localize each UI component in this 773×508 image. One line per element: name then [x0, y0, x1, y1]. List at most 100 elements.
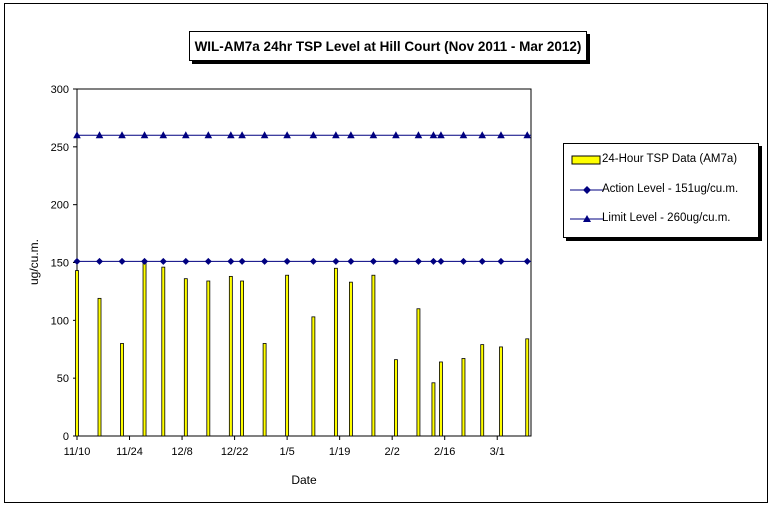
action-level-marker [332, 257, 340, 265]
action-level-marker [309, 257, 317, 265]
limit-level-marker [497, 131, 505, 139]
y-tick-label: 250 [51, 142, 69, 154]
tsp-bar [228, 275, 233, 437]
plot-area [76, 88, 532, 437]
legend-label-tsp: 24-Hour TSP Data (AM7a) [602, 153, 738, 165]
action-level-marker [204, 257, 212, 265]
legend: 24-Hour TSP Data (AM7a) Action Level - 1… [563, 143, 759, 238]
x-tick-label: 11/24 [116, 446, 143, 458]
chart-title-text: WIL-AM7a 24hr TSP Level at Hill Court (N… [194, 38, 582, 54]
action-level-marker [392, 257, 400, 265]
y-tick-label: 150 [51, 258, 69, 270]
legend-item-limit: Limit Level - 260ug/cu.m. [564, 211, 758, 227]
limit-level-marker [283, 131, 291, 139]
tsp-bar [142, 262, 147, 437]
x-axis-title: Date [291, 473, 317, 487]
limit-level-marker [159, 131, 168, 139]
limit-level-marker [204, 131, 213, 139]
x-tick-label: 1/5 [279, 446, 294, 458]
x-tick-label: 2/2 [385, 446, 400, 458]
limit-level-marker [95, 131, 104, 139]
action-level-marker [283, 257, 291, 265]
limit-level-marker [238, 131, 246, 139]
tsp-bar [97, 297, 102, 437]
y-tick-label: 100 [51, 315, 69, 327]
action-level-marker [414, 257, 422, 265]
tsp-bar [262, 343, 267, 437]
action-level-marker [459, 257, 467, 265]
tsp-bar [431, 382, 436, 437]
x-tick-label: 11/10 [64, 446, 91, 458]
tsp-bar [161, 266, 166, 437]
limit-level-marker [182, 131, 190, 139]
tsp-bar [183, 278, 188, 437]
tsp-bar [311, 316, 316, 437]
legend-swatch-triangle [570, 215, 604, 222]
limit-level-marker [227, 131, 235, 139]
limit-level-marker [347, 131, 355, 139]
action-level-marker [347, 257, 355, 265]
limit-level-marker [459, 131, 468, 139]
action-level-marker [478, 257, 486, 265]
tsp-bar [240, 280, 244, 437]
x-tick-label: 1/19 [329, 446, 350, 458]
y-axis-title: ug/cu.m. [27, 239, 41, 285]
limit-level-marker [523, 131, 532, 139]
action-level-marker [73, 257, 81, 265]
tsp-bar [285, 274, 290, 437]
chart-title: WIL-AM7a 24hr TSP Level at Hill Court (N… [189, 31, 587, 61]
legend-item-tsp: 24-Hour TSP Data (AM7a) [564, 152, 758, 168]
legend-item-action: Action Level - 151ug/cu.m. [564, 182, 758, 198]
limit-level-marker [332, 131, 340, 139]
limit-level-marker [309, 131, 318, 139]
tsp-bar [461, 358, 466, 437]
action-level-marker [141, 257, 149, 265]
action-level-marker [159, 257, 167, 265]
limit-level-marker [118, 131, 126, 139]
y-tick-label: 0 [63, 431, 69, 443]
action-level-marker [118, 257, 126, 265]
action-level-marker [238, 257, 246, 265]
tsp-bar [120, 343, 124, 437]
tsp-bar [525, 338, 530, 437]
action-level-marker [429, 257, 437, 265]
tsp-bar [480, 344, 485, 437]
tsp-bar [75, 270, 79, 437]
tsp-bar [206, 280, 211, 437]
action-level-marker [227, 257, 235, 265]
tsp-bar [333, 267, 338, 437]
action-level-marker [497, 257, 505, 265]
tsp-bar [439, 361, 443, 437]
tsp-bar [499, 346, 503, 437]
limit-level-marker [437, 131, 445, 139]
action-level-marker [261, 257, 269, 265]
action-level-marker [437, 257, 445, 265]
limit-level-marker [73, 131, 81, 139]
legend-swatch-diamond [570, 186, 604, 194]
action-level-marker [523, 257, 531, 265]
action-level-marker [96, 257, 104, 265]
limit-level-marker [260, 131, 269, 139]
legend-label-limit: Limit Level - 260ug/cu.m. [602, 212, 731, 224]
tsp-bar [416, 308, 421, 437]
tsp-bar [394, 359, 398, 437]
tsp-bar [371, 274, 376, 437]
x-tick-label: 12/22 [221, 446, 249, 458]
action-level-marker [369, 257, 377, 265]
legend-label-action: Action Level - 151ug/cu.m. [602, 183, 739, 195]
limit-level-marker [369, 131, 378, 139]
limit-level-marker [140, 131, 149, 139]
x-tick-label: 2/16 [434, 446, 455, 458]
x-tick-label: 12/8 [171, 446, 192, 458]
action-level-marker [182, 257, 190, 265]
y-tick-label: 50 [57, 373, 69, 385]
legend-swatch-bar [571, 155, 601, 165]
tsp-bar [349, 281, 353, 437]
x-tick-label: 3/1 [490, 446, 505, 458]
y-tick-label: 200 [51, 200, 69, 212]
y-tick-label: 300 [51, 84, 69, 96]
limit-level-marker [429, 131, 438, 139]
limit-level-marker [392, 131, 400, 139]
limit-level-marker [478, 131, 487, 139]
